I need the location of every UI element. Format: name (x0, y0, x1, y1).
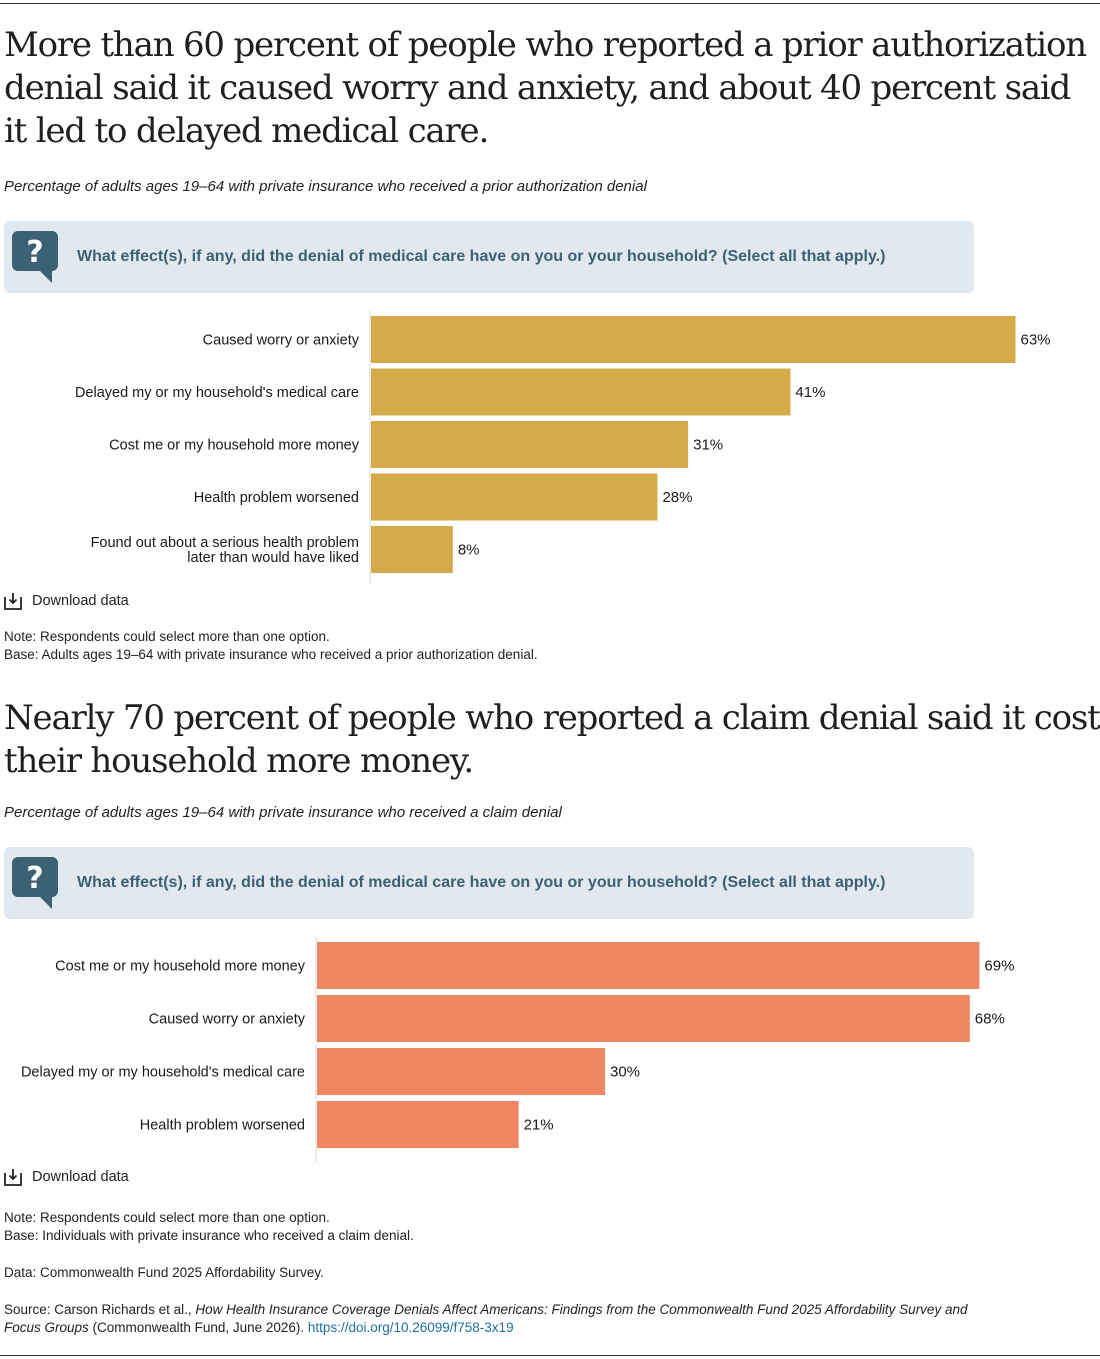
chart2-download-label: Download data (32, 1169, 129, 1185)
chart2-note: Note: Respondents could select more than… (4, 1210, 330, 1225)
chart2-subtitle: Percentage of adults ages 19–64 with pri… (4, 804, 562, 821)
bar (317, 942, 980, 989)
svg-text:?: ? (26, 235, 43, 270)
value-label: 21% (524, 1117, 554, 1134)
source-doi-link[interactable]: https://doi.org/10.26099/f758-3x19 (307, 1320, 514, 1335)
chart1-download-label: Download data (32, 593, 129, 609)
value-label: 69% (984, 958, 1014, 975)
chart2-download-button[interactable]: Download data (4, 1168, 129, 1186)
chart1-download-button[interactable]: Download data (4, 592, 129, 610)
download-icon (4, 593, 22, 610)
bar (371, 316, 1016, 363)
chart1-question-text: What effect(s), if any, did the denial o… (77, 248, 886, 265)
chart1-subtitle: Percentage of adults ages 19–64 with pri… (4, 178, 647, 195)
question-bubble-icon: ? (12, 231, 58, 283)
category-label: Cost me or my household more money (109, 438, 360, 454)
bar (317, 1101, 519, 1148)
category-label: Delayed my or my household's medical car… (21, 1065, 305, 1081)
top-rule (0, 3, 1100, 4)
chart1-headline: More than 60 percent of people who repor… (4, 25, 1087, 151)
category-label: Caused worry or anxiety (203, 333, 360, 349)
category-label: Found out about a serious health problem (91, 535, 359, 551)
bar (371, 473, 658, 521)
chart1-note: Note: Respondents could select more than… (4, 629, 330, 644)
category-label: Health problem worsened (140, 1118, 305, 1134)
chart2-headline: Nearly 70 percent of people who reported… (4, 698, 1100, 781)
source-citation: Source: Carson Richards et al., How Heal… (4, 1301, 1004, 1337)
chart1-notes: Note: Respondents could select more than… (4, 628, 538, 664)
chart1-bar-chart: 63% Caused worry or anxiety 41% Delayed my … (75, 310, 1051, 585)
source-title: How Health Insurance Coverage Denials Af… (4, 1302, 968, 1335)
value-label: 8% (458, 542, 480, 559)
chart1-base: Base: Adults ages 19–64 with private ins… (4, 647, 538, 662)
chart2-base: Base: Individuals with private insurance… (4, 1228, 414, 1243)
bar (317, 1048, 605, 1095)
value-label: 28% (662, 489, 692, 506)
source-prefix: Source: Carson Richards et al., (4, 1302, 196, 1317)
chart2-question-text: What effect(s), if any, did the denial o… (77, 874, 886, 891)
value-label: 31% (693, 437, 723, 454)
category-label: Health problem worsened (194, 490, 359, 506)
category-label: Delayed my or my household's medical car… (75, 385, 359, 401)
value-label: 30% (610, 1064, 640, 1081)
chart2-notes: Note: Respondents could select more than… (4, 1209, 414, 1245)
bar (317, 995, 970, 1042)
source-suffix: (Commonwealth Fund, June 2026). (88, 1320, 308, 1335)
category-label: Cost me or my household more money (55, 959, 306, 975)
category-label: Caused worry or anxiety (149, 1012, 306, 1028)
bottom-rule (0, 1355, 1100, 1356)
svg-text:?: ? (26, 861, 43, 896)
bar (371, 526, 453, 573)
bar (371, 421, 689, 468)
data-source-line: Data: Commonwealth Fund 2025 Affordabili… (4, 1265, 324, 1280)
chart1-question-box: ? What effect(s), if any, did the denial… (4, 221, 974, 293)
value-label: 41% (795, 384, 825, 401)
category-label: later than would have liked (187, 550, 359, 566)
value-label: 68% (975, 1011, 1005, 1028)
chart2-bar-chart: 69% Cost me or my household more money 68%… (21, 937, 1014, 1162)
bar (371, 368, 791, 416)
question-bubble-icon: ? (12, 857, 58, 909)
chart2-question-box: ? What effect(s), if any, did the denial… (4, 847, 974, 919)
value-label: 63% (1020, 332, 1050, 349)
download-icon (4, 1169, 22, 1186)
